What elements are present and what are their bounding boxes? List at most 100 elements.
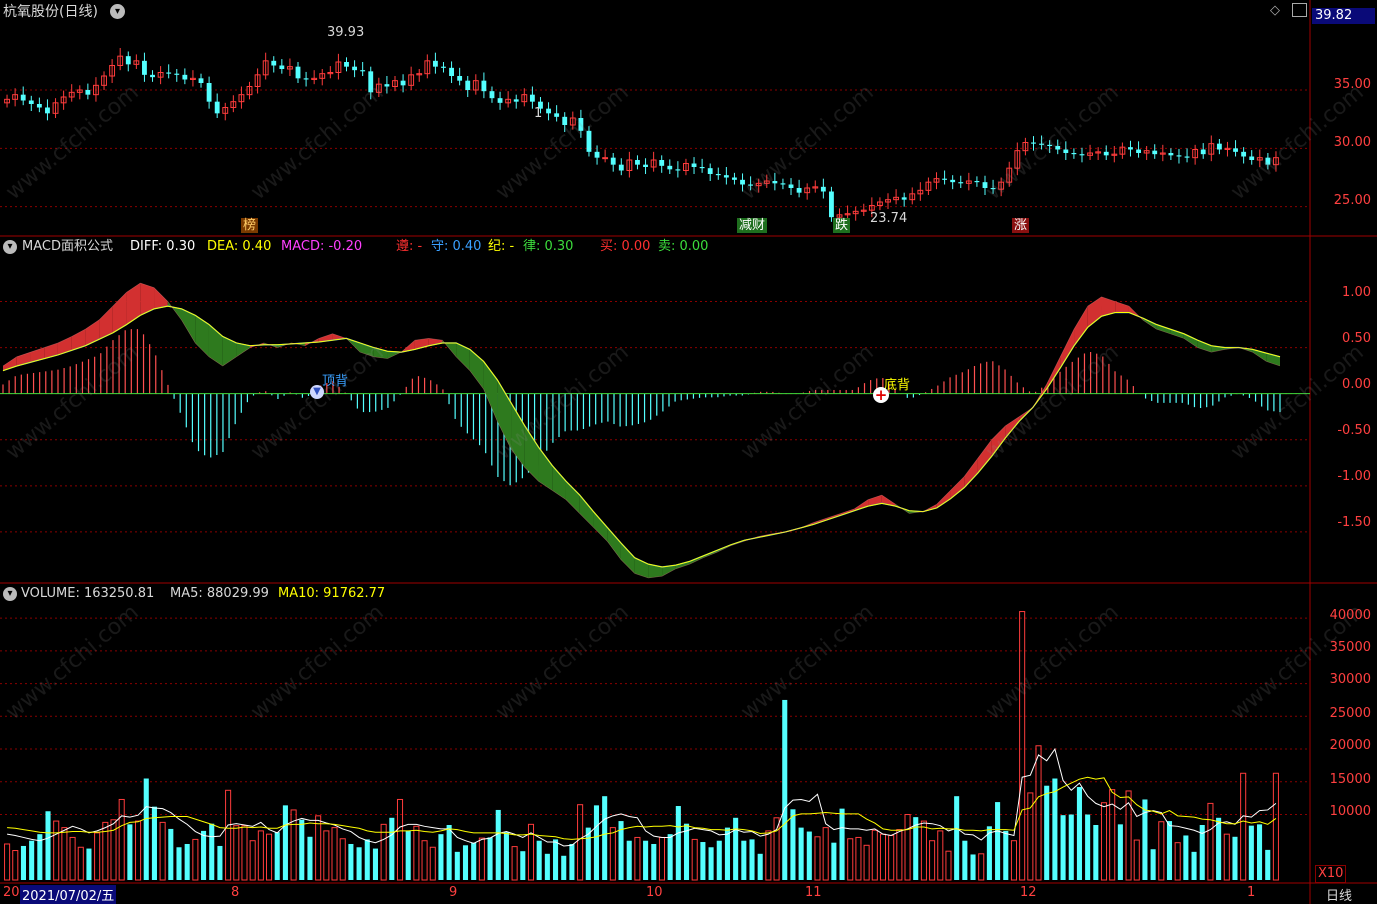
diamond-icon[interactable]: ◇ <box>1270 3 1280 18</box>
candle-body <box>610 157 616 165</box>
shield-icon: ▼ <box>310 385 324 399</box>
volume-bar <box>929 840 936 881</box>
macd-field: 守: 0.40 <box>431 239 482 254</box>
volume-bar <box>855 836 862 881</box>
volume-unit: X10 <box>1315 865 1347 883</box>
volume-bar <box>569 843 575 880</box>
volume-bar <box>1035 745 1042 881</box>
candle-body <box>844 213 851 216</box>
dea-line-highlight <box>2 305 1281 568</box>
macd-area-segment <box>428 338 443 346</box>
volume-bar <box>790 809 796 880</box>
volume-bar <box>1085 814 1091 880</box>
volume-bar <box>1232 836 1238 880</box>
chevron-down-icon[interactable]: ▾ <box>110 4 125 19</box>
panel-toggle-icon[interactable] <box>1292 3 1307 17</box>
volume-bar <box>86 848 92 880</box>
macd-area-segment <box>977 439 992 473</box>
volume-bar <box>1174 842 1181 881</box>
volume-bar <box>282 805 288 880</box>
macd-area-segment <box>648 564 663 578</box>
macd-area-segment <box>30 347 45 363</box>
macd-area-segment <box>167 301 182 320</box>
volume-bar <box>1191 851 1197 880</box>
macd-area-segment <box>277 342 292 348</box>
volume-bar <box>274 832 280 880</box>
candle-body <box>755 182 762 187</box>
volume-bar <box>683 823 690 880</box>
volume-bar <box>127 824 133 880</box>
candle-body <box>214 101 220 114</box>
candle-body <box>1168 153 1174 156</box>
volume-bar <box>323 830 330 881</box>
candle-body <box>723 175 729 178</box>
period-button[interactable]: 日线 <box>1326 889 1353 904</box>
macd-tick: 0.50 <box>1342 331 1371 346</box>
macd-area-segment <box>208 324 223 366</box>
candle-body <box>352 66 358 71</box>
volume-bar <box>266 833 273 881</box>
candle-body <box>295 66 301 79</box>
volume-bar <box>741 840 747 880</box>
candle-body <box>707 168 713 174</box>
candle-body <box>650 159 657 168</box>
volume-bar <box>945 850 952 881</box>
candle-body <box>860 209 867 212</box>
candle-body <box>1192 149 1199 159</box>
candle-body <box>198 78 204 83</box>
signal-dibei: 底背 <box>884 378 911 393</box>
macd-area-segment <box>524 425 539 482</box>
candle-body <box>1241 151 1247 157</box>
volume-bar <box>487 837 493 880</box>
candle-body <box>142 60 147 75</box>
candle-body <box>820 186 826 192</box>
candle-body <box>626 159 633 171</box>
volume-bar <box>937 830 944 881</box>
macd-area-segment <box>881 495 896 507</box>
candle-body <box>990 188 996 190</box>
ma10-line <box>7 776 1277 840</box>
candle-body <box>1022 142 1029 152</box>
volume-bar <box>315 815 322 881</box>
candle-body <box>1265 157 1271 165</box>
candle-body <box>829 191 834 218</box>
volume-bar <box>511 846 518 881</box>
volume-menu-icon[interactable]: ▾ <box>3 587 17 601</box>
candle-body <box>1111 153 1118 156</box>
volume-bar <box>1216 817 1222 880</box>
volume-tick: 10000 <box>1329 804 1371 819</box>
volume-bar <box>716 840 722 880</box>
volume-bar <box>634 836 641 881</box>
volume-bar <box>1019 611 1026 881</box>
candle-body <box>254 74 261 88</box>
volume-bar <box>1044 785 1050 880</box>
candle-body <box>262 60 269 76</box>
volume-bar <box>700 842 706 880</box>
candle-body <box>222 107 229 114</box>
volume-bar <box>356 847 362 880</box>
candle-body <box>933 178 940 183</box>
ma5-line <box>7 747 1277 847</box>
volume-bar <box>1158 821 1165 881</box>
x-prefix: 20 <box>3 885 20 900</box>
x-first-date[interactable]: 2021/07/02/五 <box>20 885 117 904</box>
candle-body <box>1273 157 1279 166</box>
volume-bar <box>773 817 780 881</box>
candle-body <box>85 90 91 95</box>
volume-bar <box>585 827 591 880</box>
volume-bar <box>995 802 1001 880</box>
macd-menu-icon[interactable]: ▾ <box>3 240 17 254</box>
volume-bar <box>421 840 428 881</box>
candle-body <box>190 77 196 81</box>
candle-body <box>691 163 697 167</box>
volume-bar <box>1076 787 1082 880</box>
candle-body <box>441 66 446 68</box>
volume-bar <box>1256 824 1263 880</box>
candle-body <box>1119 146 1126 155</box>
candle-body <box>529 94 535 102</box>
volume-bar <box>176 847 182 880</box>
stock-title[interactable]: 杭氧股份(日线) <box>3 4 98 20</box>
macd-area-segment <box>44 342 58 359</box>
volume-bar <box>609 827 616 881</box>
macd-area-segment <box>140 283 155 316</box>
